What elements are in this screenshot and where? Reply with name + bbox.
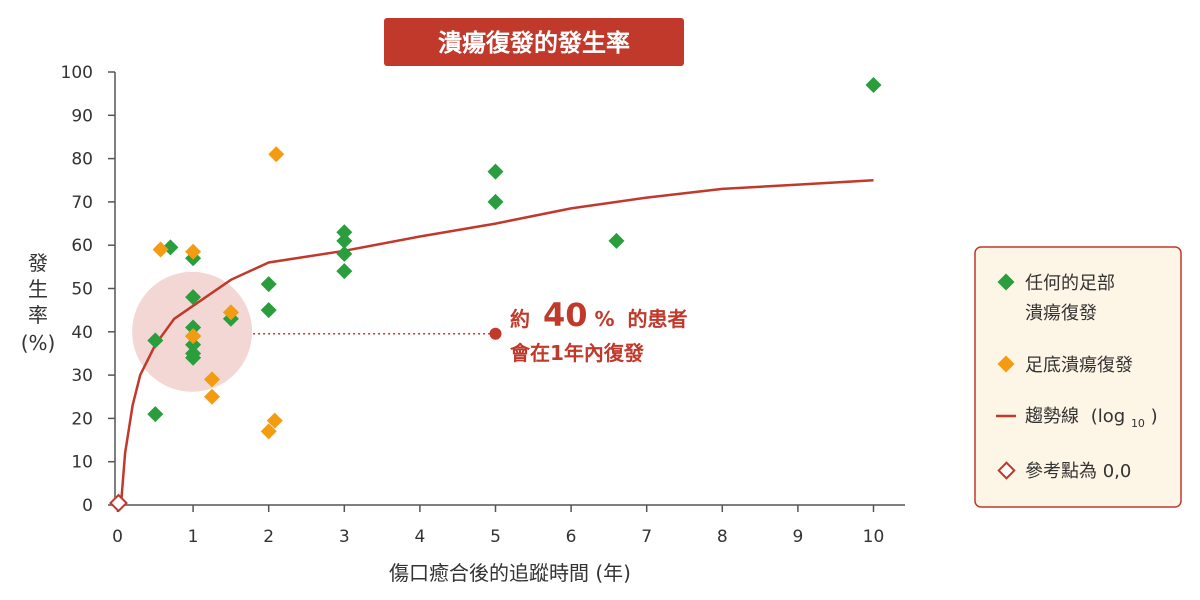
plantar-ulcer-point: [260, 423, 277, 440]
legend-item-any-ulcer: 任何的足部 潰瘍復發: [997, 273, 1115, 324]
y-axis-ticks: 0 10 20 30 40 50 60 70 80 90 100: [61, 63, 115, 516]
annotation-value: 40: [543, 296, 588, 334]
y-tick-label: 70: [71, 193, 93, 213]
annotation-line-2: 會在1年內復發: [510, 341, 644, 365]
legend-box: [974, 246, 1182, 508]
any-ulcer-point: [185, 336, 202, 353]
x-axis-ticks: 0 1 2 3 4 5 6 7 8 9 10: [112, 505, 884, 547]
legend: 任何的足部 潰瘍復發 足底潰瘍復發 趨勢線 (log 10 ) 參考點為 0,0: [974, 246, 1182, 508]
any-ulcer-point: [336, 245, 353, 262]
x-tick-label: 7: [641, 527, 652, 547]
y-axis-title-char-1: 發: [28, 251, 48, 275]
x-tick-label: 1: [188, 527, 199, 547]
any-ulcer-point: [336, 224, 353, 241]
any-ulcer-point: [147, 332, 164, 349]
plantar-ulcer-point: [185, 328, 202, 345]
any-ulcer-point: [260, 302, 277, 319]
legend-label-plantar-ulcer: 足底潰瘍復發: [1025, 355, 1133, 376]
any-ulcer-point: [336, 263, 353, 280]
y-tick-label: 30: [71, 366, 93, 386]
y-tick-label: 60: [71, 236, 93, 256]
y-tick-label: 0: [82, 496, 93, 516]
x-tick-label: 10: [863, 527, 885, 547]
legend-marker-hollow-diamond: [997, 461, 1016, 480]
any-ulcer-point: [260, 276, 277, 293]
plantar-ulcer-point: [266, 412, 283, 429]
x-tick-label: 4: [414, 527, 425, 547]
any-ulcer-point: [336, 232, 353, 249]
any-ulcer-point: [185, 349, 202, 366]
plantar-ulcer-point: [152, 241, 169, 258]
legend-label-trendline-close: ): [1151, 406, 1158, 427]
chart-title: 潰瘍復發的發生率: [438, 29, 630, 57]
chart-title-banner: 潰瘍復發的發生率: [384, 18, 684, 66]
any-ulcer-point: [185, 319, 202, 336]
y-tick-label: 90: [71, 106, 93, 126]
legend-marker-green-diamond: [997, 273, 1015, 291]
y-axis-title-char-3: 率: [28, 303, 48, 327]
x-tick-label: 8: [717, 527, 728, 547]
x-tick-label: 2: [263, 527, 274, 547]
legend-item-reference-point: 參考點為 0,0: [997, 461, 1131, 482]
annotation-suffix: 的患者: [627, 307, 687, 331]
y-axis-title-char-2: 生: [28, 277, 48, 301]
any-ulcer-point: [865, 76, 882, 93]
annotation-line-1: 約 40 % 的患者: [510, 296, 687, 334]
legend-label-trendline-name: 趨勢線: [1025, 406, 1079, 427]
legend-label-any-ulcer-line-1: 任何的足部: [1025, 273, 1115, 294]
any-ulcer-point: [147, 406, 164, 423]
plantar-ulcer-point: [204, 371, 220, 388]
plantar-ulcer-point: [268, 146, 285, 163]
y-tick-label: 100: [61, 63, 93, 83]
chart-title-background: [384, 18, 684, 66]
legend-label-reference-point: 參考點為 0,0: [1025, 461, 1131, 482]
legend-item-plantar-ulcer: 足底潰瘍復發: [997, 355, 1133, 376]
plantar-ulcer-point: [204, 388, 220, 405]
any-ulcer-point: [185, 289, 202, 306]
y-tick-label: 10: [71, 453, 93, 473]
x-tick-label: 5: [490, 527, 501, 547]
annotation-highlight: [132, 271, 502, 392]
legend-label-trendline-log: (log: [1091, 406, 1125, 427]
x-tick-label: 0: [112, 527, 123, 547]
any-ulcer-point: [608, 232, 625, 249]
plantar-ulcer-point: [185, 243, 202, 260]
annotation-unit: %: [594, 307, 614, 331]
data-points: [109, 76, 882, 513]
any-ulcer-point: [487, 193, 504, 210]
y-axis-title-unit: (%): [21, 331, 56, 355]
legend-label-trendline-subscript: 10: [1131, 417, 1145, 430]
x-axis-title: 傷口癒合後的追蹤時間 (年): [389, 561, 631, 585]
x-tick-label: 9: [792, 527, 803, 547]
annotation-prefix: 約: [510, 307, 530, 331]
plantar-ulcer-point: [222, 304, 239, 321]
y-axis-title: 發 生 率 (%): [21, 251, 56, 355]
legend-label-trendline: 趨勢線 (log 10 ): [1025, 406, 1158, 432]
x-tick-label: 3: [339, 527, 350, 547]
reference-point: [109, 493, 128, 513]
any-ulcer-point: [487, 163, 504, 180]
y-tick-label: 50: [71, 280, 93, 300]
x-tick-label: 6: [566, 527, 577, 547]
legend-label-any-ulcer-line-2: 潰瘍復發: [1025, 303, 1097, 324]
y-tick-label: 40: [71, 323, 93, 343]
legend-item-trendline: 趨勢線 (log 10 ): [996, 406, 1158, 432]
y-tick-label: 80: [71, 150, 93, 170]
legend-marker-orange-diamond: [997, 355, 1015, 373]
annotation-dot: [489, 327, 502, 340]
y-tick-label: 20: [71, 409, 93, 429]
trend-line: [120, 179, 874, 501]
